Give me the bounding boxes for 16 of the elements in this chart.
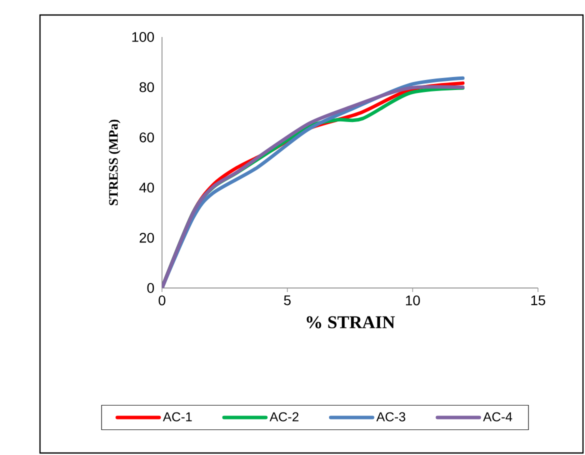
y-tick-label: 40 xyxy=(139,182,154,193)
y-tick-label: 60 xyxy=(140,132,154,142)
y-tick-label: 20 xyxy=(140,232,154,243)
x-tick-label: 15 xyxy=(531,296,546,306)
x-tick-label: 5 xyxy=(284,296,291,306)
x-tick-label: 10 xyxy=(406,295,420,306)
x-axis-title: % STRAIN xyxy=(306,316,395,328)
y-tick-label: 100 xyxy=(132,32,154,42)
y-tick-label: 0 xyxy=(147,283,154,293)
y-axis-title: STRESS (MPa) xyxy=(108,120,120,206)
legend-label: AC-2 xyxy=(270,412,298,422)
y-tick-label: 80 xyxy=(140,82,154,92)
x-tick-label: 0 xyxy=(158,295,166,306)
legend-label: AC-3 xyxy=(376,412,406,422)
legend-label: AC-4 xyxy=(483,412,512,422)
legend-label: AC-1 xyxy=(162,412,192,422)
